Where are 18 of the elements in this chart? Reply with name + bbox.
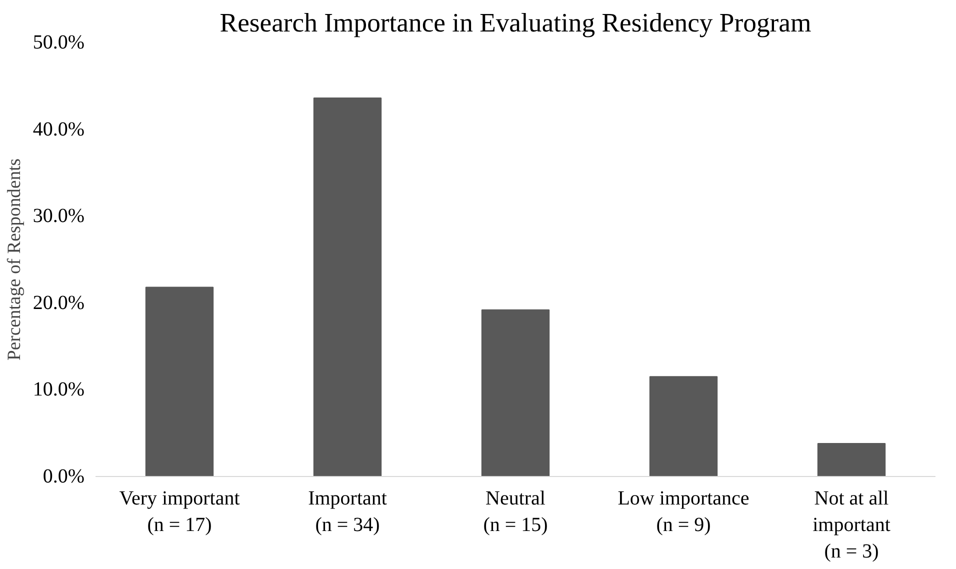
x-tick-label: Not at all important (n = 3) [812,488,891,562]
chart-title: Research Importance in Evaluating Residency Program [220,8,812,38]
x-tick-label: Neutral (n = 15) [483,488,548,536]
y-axis-title: Percentage of Respondents [4,158,25,361]
y-tick-label: 30.0% [32,205,85,228]
x-tick-label: Low importance (n = 9) [618,488,750,536]
y-tick-label: 10.0% [32,378,85,401]
bar [145,286,214,476]
x-tick-label: Very important (n = 17) [119,488,240,536]
y-tick-label: 50.0% [32,32,85,54]
y-tick-label: 0.0% [42,466,85,488]
x-tick-label: Important (n = 34) [308,488,388,536]
bar [817,443,886,476]
bar [313,98,382,476]
y-tick-label: 20.0% [32,292,85,314]
bar [481,309,550,476]
y-tick-label: 40.0% [32,118,85,140]
bar [649,376,718,476]
